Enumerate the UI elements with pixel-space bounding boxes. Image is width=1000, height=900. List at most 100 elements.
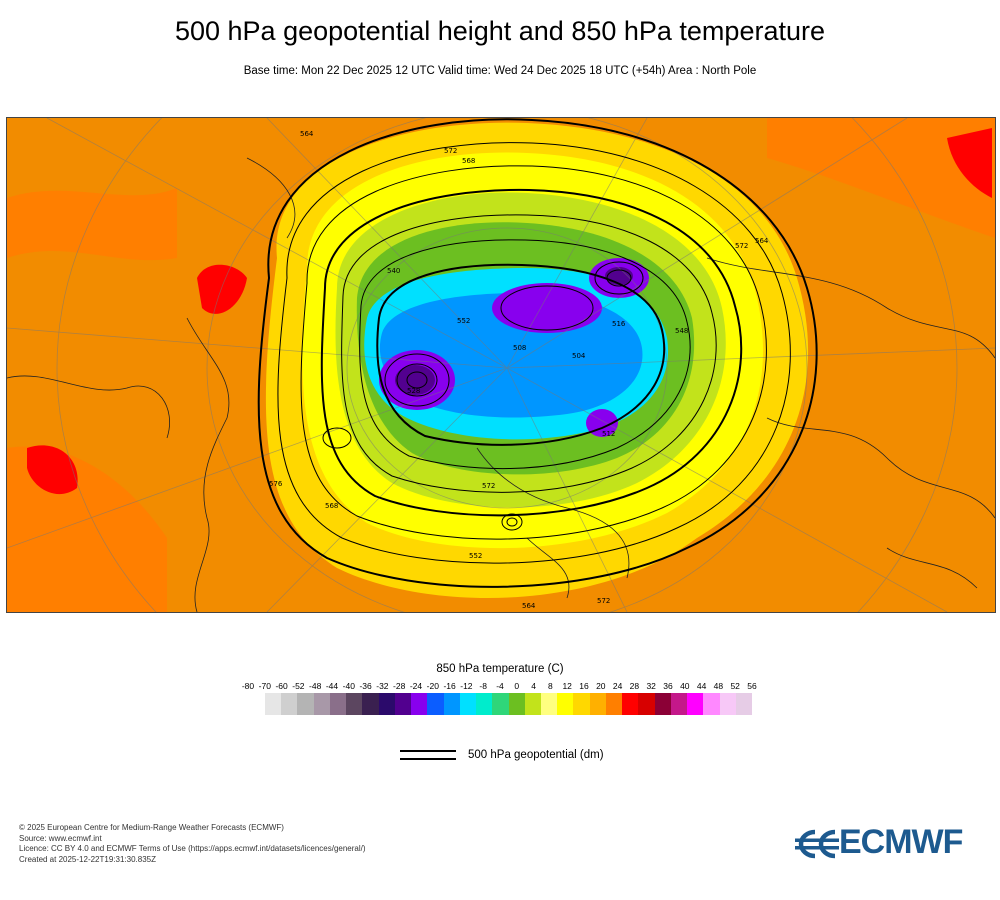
legend-color-swatch: [378, 693, 395, 715]
legend-color-swatch: [313, 693, 330, 715]
legend-color-swatch: [265, 693, 282, 715]
legend-color-swatch: [605, 693, 623, 715]
legend-color-swatch: [703, 693, 720, 715]
legend-tick-label: 40: [680, 681, 690, 691]
contour-label: 512: [602, 430, 615, 438]
legend-color-swatch: [638, 693, 655, 715]
contour-label: 572: [482, 482, 495, 490]
legend-tick-label: 44: [696, 681, 707, 691]
footer: © 2025 European Centre for Medium-Range …: [19, 823, 366, 865]
contour-label: 576: [269, 480, 283, 488]
temp-patch-red: [27, 445, 78, 495]
footer-created: Created at 2025-12-22T19:31:30.835Z: [19, 854, 156, 864]
cold-pool: [492, 283, 602, 333]
legend-tick-label: 52: [730, 681, 740, 691]
legend-color-swatch: [362, 693, 379, 715]
legend-title: 850 hPa temperature (C): [436, 663, 564, 675]
contour-labels: 564 572 568 540 552 528 516 504 512 576 …: [269, 130, 769, 610]
legend-color-swatch: [540, 693, 558, 715]
legend-tick-label: 32: [646, 681, 656, 691]
contour-legend-label: 500 hPa geopotential (dm): [468, 749, 604, 761]
contour-label: 540: [387, 267, 400, 275]
contour-legend-swatch: [400, 750, 456, 762]
legend-color-swatch: [443, 693, 460, 715]
temp-patch: [767, 118, 995, 238]
legend-color-swatch: [573, 693, 590, 715]
legend-color-swatch: [492, 693, 509, 715]
legend-color-swatch: [476, 693, 493, 715]
contour-label: 504: [572, 352, 586, 360]
legend-color-swatch: [394, 693, 412, 715]
contour-label: 528: [407, 387, 420, 395]
temp-patch-red: [197, 264, 247, 314]
contour-label: 552: [457, 317, 470, 325]
legend-color-swatch: [524, 693, 541, 715]
legend-tick-label: 8: [548, 681, 553, 691]
legend-tick-label: -16: [443, 681, 456, 691]
legend-tick-label: -20: [426, 681, 439, 691]
contour-label: 516: [612, 320, 626, 328]
legend-color-swatch: [735, 693, 753, 715]
contour-label: 572: [444, 147, 457, 155]
footer-copyright: © 2025 European Centre for Medium-Range …: [19, 823, 284, 832]
legend-tick-label: -48: [309, 681, 322, 691]
legend-tick-label: 12: [562, 681, 572, 691]
legend-tick-label: -70: [258, 681, 271, 691]
legend-tick-label: 4: [531, 681, 536, 691]
footer-source: Source: www.ecmwf.int: [19, 833, 102, 843]
graticule: [7, 118, 995, 612]
map-svg: 564 572 568 540 552 528 516 504 512 576 …: [7, 118, 995, 612]
legend-color-swatch: [329, 693, 347, 715]
contour-label: 552: [469, 552, 482, 560]
footer-licence: Licence: CC BY 4.0 and ECMWF Terms of Us…: [19, 844, 366, 853]
contour-label: 564: [522, 602, 536, 610]
legend-tick-label: 56: [747, 681, 757, 691]
legend-tick-label: -44: [325, 681, 339, 691]
chart-subtitle: Base time: Mon 22 Dec 2025 12 UTC Valid …: [243, 65, 757, 77]
map-panel[interactable]: 564 572 568 540 552 528 516 504 512 576 …: [6, 117, 996, 613]
legend-color-swatch: [670, 693, 688, 715]
legend-color-swatch: [508, 693, 525, 715]
legend-colorbar: [265, 693, 753, 715]
legend-color-swatch: [589, 693, 606, 715]
contour-label: 564: [300, 130, 314, 138]
legend-tick-label: 28: [629, 681, 640, 691]
legend-tick-label: 48: [713, 681, 724, 691]
ecmwf-logo-text: ECMWF: [839, 823, 963, 861]
ecmwf-logo[interactable]: ECMWF: [795, 823, 985, 862]
legend-tick-label: 16: [579, 681, 589, 691]
contour-label: 564: [755, 237, 769, 245]
legend-color-swatch: [297, 693, 314, 715]
legend-tick-label: 20: [596, 681, 606, 691]
legend-color-swatch: [281, 693, 298, 715]
cold-pool-core: [395, 365, 435, 395]
legend-color-swatch: [622, 693, 639, 715]
ecmwf-logo-icon: [795, 829, 839, 859]
legend-color-swatch: [346, 693, 363, 715]
legend-color-swatch: [427, 693, 444, 715]
legend-color-swatch: [411, 693, 428, 715]
legend-color-swatch: [557, 693, 574, 715]
legend-color-swatch: [654, 693, 671, 715]
legend-tick-label: -36: [359, 681, 372, 691]
contour-label: 508: [513, 344, 526, 352]
temp-patch-red: [947, 128, 992, 198]
legend-tick-label: 0: [514, 681, 520, 691]
contour-label: 572: [735, 242, 748, 250]
legend-tick-label: -4: [496, 681, 504, 691]
chart-title: 500 hPa geopotential height and 850 hPa …: [174, 16, 825, 46]
legend-tick-label: -60: [275, 681, 288, 691]
legend-ticks: -80 -70 -60 -52 -48 -44 -40 -36 -32 -28 -24 -20 -16-…: [240, 681, 760, 693]
legend-color-swatch: [719, 693, 736, 715]
contour-label: 568: [325, 502, 338, 510]
contour-label: 568: [462, 157, 475, 165]
legend-color-swatch: [687, 693, 704, 715]
geopotential-contours: [257, 118, 818, 588]
legend-tick-label: -12: [460, 681, 473, 691]
temp-patch: [7, 188, 177, 261]
legend-color-swatch: [459, 693, 477, 715]
legend-tick-label: 24: [612, 681, 623, 691]
legend-tick-label: 36: [663, 681, 673, 691]
contour-label: 572: [597, 597, 610, 605]
legend-tick-label: -40: [342, 681, 355, 691]
